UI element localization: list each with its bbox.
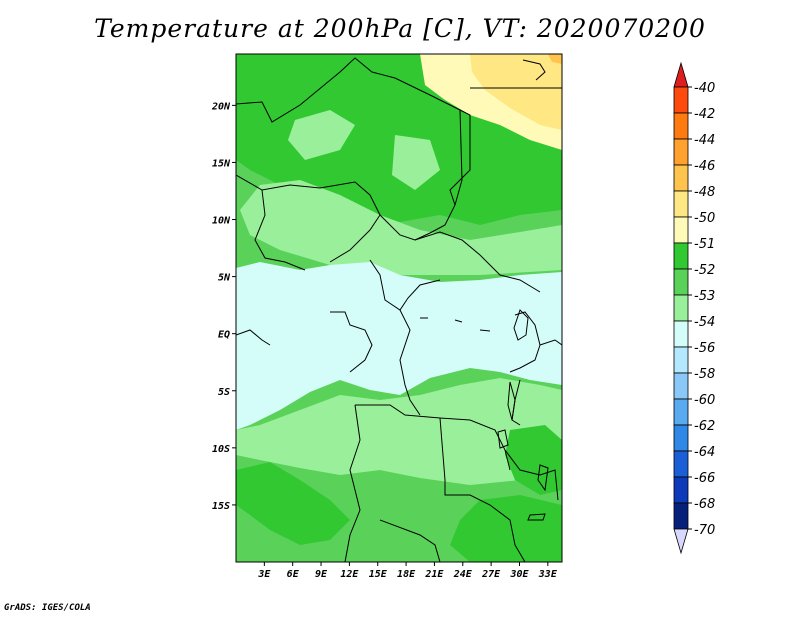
x-tick-label: 12E [340, 569, 359, 580]
x-tick-label: 24E [453, 569, 473, 580]
field-north-light [240, 180, 562, 275]
field-north-light-2 [288, 110, 355, 160]
colorbar-swatch [673, 346, 689, 374]
country-borders [236, 57, 562, 562]
colorbar-swatch [673, 372, 689, 400]
lakes [420, 309, 549, 521]
colorbar-label: -50 [694, 211, 715, 226]
field-south-dark-2 [450, 495, 562, 562]
colorbar-label: -42 [694, 107, 715, 122]
field-equatorial [236, 262, 562, 430]
colorbar-label: -54 [694, 315, 715, 330]
y-axis: 20N 15N 10N 5N EQ 5S 10S 15S [211, 101, 236, 512]
colorbar-label: -52 [694, 263, 715, 278]
x-tick-label: 3E [257, 569, 271, 580]
plot-frame [235, 53, 563, 563]
colorbar-label: -58 [694, 367, 715, 382]
colorbar-swatch [673, 398, 689, 426]
x-tick-label: 30E [509, 569, 529, 580]
colorbar-swatch [673, 242, 689, 270]
x-tick-label: 9E [315, 569, 328, 580]
colorbar-label: -62 [694, 419, 715, 434]
field-ne-orange [548, 54, 562, 64]
colorbar-swatch [673, 294, 689, 322]
colorbar-swatch [673, 424, 689, 452]
colorbar-swatch [673, 268, 689, 296]
y-tick-label: 5N [218, 273, 231, 284]
y-tick-label: EQ [218, 330, 230, 341]
field-south-dark [236, 462, 350, 545]
colorbar-label: -44 [694, 133, 715, 148]
y-tick-label: 15N [212, 158, 231, 169]
colorbar-label: -53 [694, 289, 715, 304]
colorbar: -40 -42 -44 -46 -48 -50 -51 -52 -53 -54 -56 -58 -60 -… [673, 61, 715, 555]
colorbar-swatch [673, 216, 689, 244]
temperature-field [236, 54, 562, 562]
credit-label: GrADS: IGES/COLA [4, 603, 91, 613]
x-tick-label: 6E [287, 569, 300, 580]
y-tick-label: 10N [212, 216, 231, 227]
colorbar-swatch [673, 190, 689, 218]
colorbar-label: -60 [694, 393, 715, 408]
x-tick-label: 33E [538, 569, 558, 580]
colorbar-label: -48 [694, 185, 715, 200]
colorbar-label: -66 [694, 471, 715, 486]
x-tick-label: 15E [369, 569, 388, 580]
field-east-dark [505, 425, 562, 495]
x-axis: 3E 6E 9E 12E 15E 18E 21E 24E 27E 30E 33E [257, 562, 558, 580]
colorbar-label: -56 [694, 341, 715, 356]
y-tick-label: 20N [211, 101, 231, 112]
colorbar-label: -68 [694, 497, 715, 512]
colorbar-swatch [673, 138, 689, 166]
colorbar-swatch [673, 476, 689, 504]
y-tick-label: 10S [212, 444, 230, 455]
colorbar-label: -51 [694, 237, 715, 252]
colorbar-swatch [673, 502, 689, 530]
x-tick-label: 21E [424, 569, 444, 580]
colorbar-bottom-triangle [673, 528, 689, 555]
colorbar-label: -70 [694, 523, 715, 538]
colorbar-swatch [673, 86, 689, 114]
colorbar-label: -46 [694, 159, 715, 174]
colorbar-swatch [673, 450, 689, 478]
colorbar-label: -64 [694, 445, 715, 460]
chart-title: Temperature at 200hPa [C], VT: 202007020… [94, 14, 706, 43]
colorbar-swatch [673, 112, 689, 140]
colorbar-swatch [673, 164, 689, 192]
y-tick-label: 5S [218, 387, 230, 398]
x-tick-label: 27E [481, 569, 501, 580]
colorbar-label: -40 [694, 81, 715, 96]
x-tick-label: 18E [397, 569, 416, 580]
y-tick-label: 15S [212, 501, 230, 512]
field-ne-yellow [470, 54, 562, 130]
field-south-light [236, 378, 562, 485]
field-north-light-3 [392, 135, 440, 190]
colorbar-top-triangle [673, 61, 689, 88]
colorbar-swatch [673, 320, 689, 348]
